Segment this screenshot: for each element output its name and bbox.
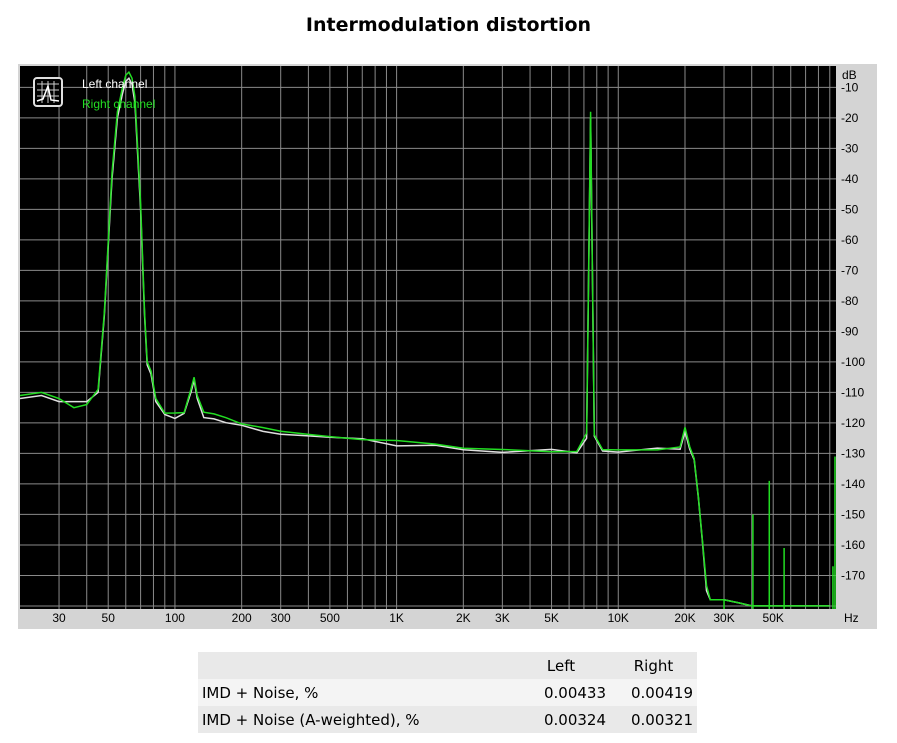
series-line-right (19, 70, 830, 607)
table-header-left: Left (546, 656, 576, 675)
x-unit-label: Hz (844, 611, 859, 625)
x-tick-label: 5K (544, 611, 559, 625)
legend-icon[interactable] (33, 77, 63, 107)
chart-title: Intermodulation distortion (305, 14, 592, 36)
table-header-row: Left Right (198, 652, 697, 679)
y-tick-label: -50 (841, 202, 859, 216)
x-tick-label: 100 (165, 611, 185, 625)
x-tick-label: 10K (608, 611, 629, 625)
x-tick-label: 500 (320, 611, 340, 625)
y-tick-label: -110 (841, 385, 864, 399)
chart-frame: Left channel Right channel dB -10 -20 -30 -… (18, 64, 877, 629)
y-unit-label: dB (842, 68, 857, 82)
y-tick-label: -30 (841, 141, 859, 155)
row-right-value: 0.00419 (630, 683, 693, 702)
x-tick-label: 30 (52, 611, 66, 625)
x-tick-label: 200 (232, 611, 252, 625)
y-tick-label: -170 (841, 568, 865, 582)
y-tick-label: -160 (841, 538, 865, 552)
results-table: Left Right IMD + Noise, % 0.00433 0.0041… (198, 652, 697, 733)
y-tick-label: -90 (841, 324, 859, 338)
row-label: IMD + Noise (A-weighted), % (202, 710, 420, 729)
y-tick-label: -130 (841, 446, 865, 460)
row-left-value: 0.00433 (543, 683, 606, 702)
x-tick-labels: Hz 30 50 100 200 300 500 1K 2K 3K 5K 10K 20K 30K 50K (52, 611, 858, 625)
x-tick-label: 300 (271, 611, 291, 625)
series-layer (19, 70, 836, 609)
y-tick-label: -150 (841, 507, 865, 521)
x-tick-label: 30K (713, 611, 734, 625)
y-tick-label: -120 (841, 416, 865, 430)
x-tick-label: 1K (389, 611, 404, 625)
y-tick-label: -80 (841, 294, 859, 308)
y-tick-label: -40 (841, 172, 859, 186)
y-tick-labels: dB -10 -20 -30 -40 -50 -60 -70 -80 -90 -100 -110 -1… (841, 68, 865, 582)
chart-svg: Left channel Right channel dB -10 -20 -30 -… (18, 64, 877, 629)
row-right-value: 0.00321 (630, 710, 693, 729)
table-header-right: Right (633, 656, 674, 675)
x-tick-label: 20K (674, 611, 695, 625)
x-tick-label: 50K (763, 611, 784, 625)
legend-entry-left: Left channel (82, 77, 147, 91)
y-tick-label: -10 (841, 80, 859, 94)
y-tick-label: -140 (841, 477, 865, 491)
table-row: IMD + Noise (A-weighted), % 0.00324 0.00… (198, 706, 697, 733)
legend-entry-right: Right channel (82, 97, 155, 111)
table-row: IMD + Noise, % 0.00433 0.00419 (198, 679, 697, 706)
grid (20, 66, 836, 609)
y-tick-label: -70 (841, 263, 859, 277)
x-tick-label: 2K (456, 611, 471, 625)
x-tick-label: 50 (102, 611, 116, 625)
legend: Left channel Right channel (33, 77, 155, 111)
x-tick-label: 3K (495, 611, 510, 625)
y-tick-label: -100 (841, 355, 865, 369)
y-tick-label: -20 (841, 111, 859, 125)
row-label: IMD + Noise, % (202, 683, 319, 702)
plot-background (20, 66, 836, 609)
y-tick-label: -60 (841, 233, 859, 247)
table-header-empty (198, 652, 512, 679)
row-left-value: 0.00324 (543, 710, 606, 729)
